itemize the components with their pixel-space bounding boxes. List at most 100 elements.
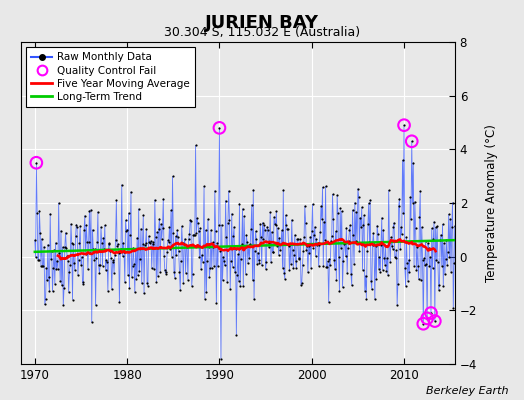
Point [384,272,392,278]
Point [311,224,319,230]
Point [165,224,173,230]
Point [184,236,193,242]
Point [163,248,171,255]
Point [429,236,438,242]
Point [30,237,39,243]
Point [35,208,43,214]
Point [319,262,328,269]
Point [256,221,265,227]
Point [95,270,104,276]
Point [130,261,138,267]
Point [157,221,165,227]
Point [301,203,309,209]
Point [85,207,94,214]
Point [444,248,452,255]
Point [162,268,170,275]
Point [379,226,387,233]
Point [347,271,355,278]
Point [314,239,322,246]
Point [418,224,426,230]
Point [337,208,346,214]
Point [110,270,118,276]
Point [211,228,220,234]
Point [443,261,451,268]
Point [117,182,126,188]
Point [367,278,375,284]
Point [438,263,446,269]
Point [354,194,363,200]
Point [237,256,245,262]
Point [291,232,299,238]
Point [265,240,274,247]
Point [324,258,332,264]
Point [417,276,425,283]
Point [144,282,152,289]
Point [383,255,391,261]
Point [322,264,331,270]
Point [66,262,74,268]
Point [48,288,57,294]
Point [303,243,311,249]
Point [280,270,288,276]
Point [74,272,82,278]
Point [33,209,41,216]
Point [390,220,398,226]
Point [421,262,429,268]
Point [264,227,272,234]
Point [430,218,438,225]
Point [215,125,224,131]
Point [46,210,54,217]
Point [400,122,408,128]
Point [323,264,331,271]
Point [318,184,326,190]
Point [270,221,279,228]
Point [401,282,410,289]
Point [329,191,337,198]
Point [352,238,360,244]
Point [308,201,316,208]
Point [426,254,434,261]
Point [209,239,217,246]
Point [209,244,217,250]
Point [142,226,150,232]
Point [451,222,459,229]
Point [385,239,394,245]
Point [120,248,128,255]
Point [230,224,238,230]
Point [400,122,408,128]
Point [271,222,280,228]
Point [250,248,259,254]
Point [418,256,427,263]
Point [393,302,401,308]
Point [434,287,443,293]
Point [184,276,192,283]
Point [440,240,448,246]
Point [55,250,63,256]
Point [196,225,204,232]
Point [53,258,61,264]
Point [285,267,293,273]
Point [39,262,48,269]
Point [290,251,298,258]
Point [192,230,201,237]
Point [229,232,237,239]
Point [304,243,313,249]
Point [249,187,257,193]
Point [278,265,287,271]
Point [107,254,115,261]
Point [274,225,282,231]
Point [159,196,168,202]
Point [431,318,439,324]
Point [201,296,209,302]
Point [171,275,179,281]
Point [370,241,378,248]
Point [242,232,250,238]
Point [275,234,283,241]
Point [268,229,276,235]
Point [62,245,71,251]
Point [343,270,351,276]
Point [386,259,395,265]
Point [89,226,97,233]
Point [203,258,211,264]
Point [329,216,337,222]
